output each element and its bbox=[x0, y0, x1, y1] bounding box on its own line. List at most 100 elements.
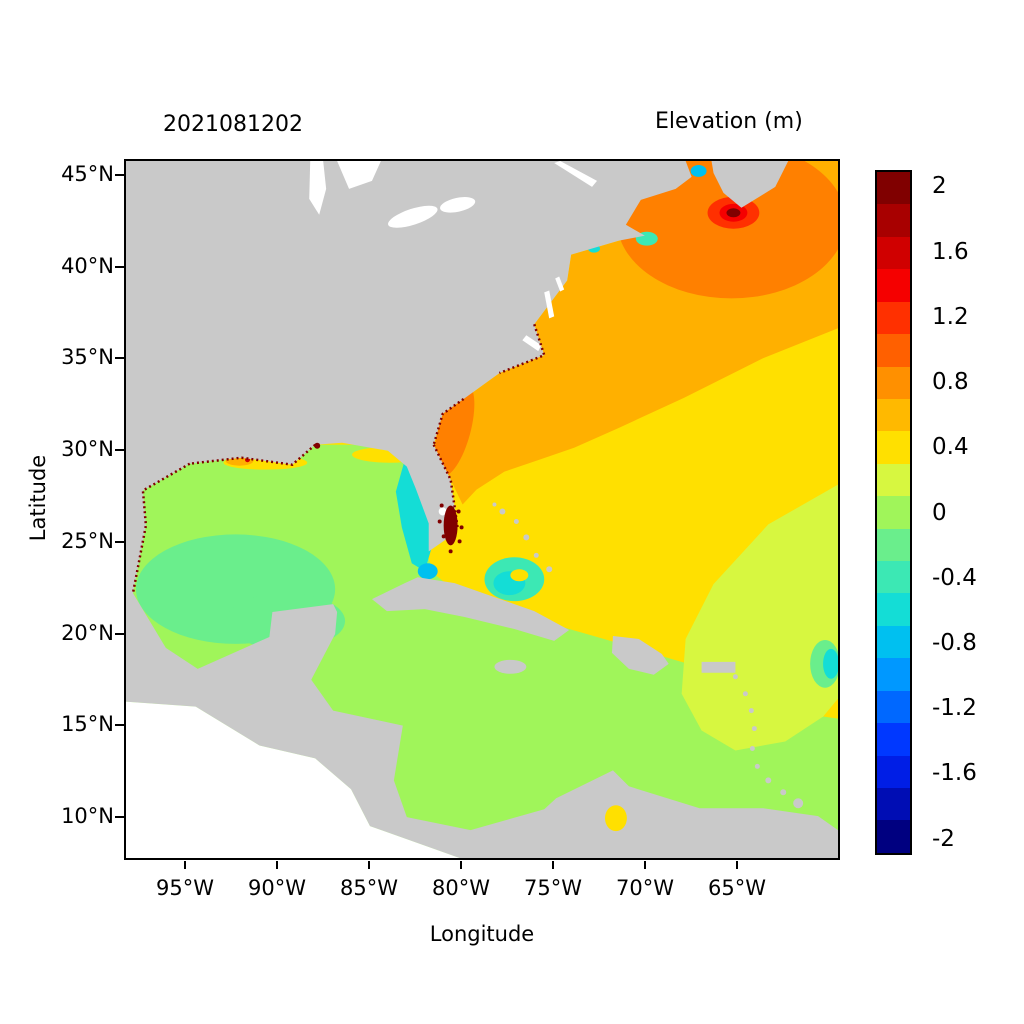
y-axis-tick-mark bbox=[115, 449, 124, 452]
colorbar-cell bbox=[877, 463, 910, 497]
timestamp-title: 2021081202 bbox=[163, 112, 303, 137]
colorbar-cell bbox=[877, 755, 910, 789]
colorbar-cell bbox=[877, 269, 910, 302]
y-axis-tick-label: 30°N bbox=[61, 437, 114, 462]
antilles-cyan-patch bbox=[823, 648, 838, 679]
georgia-coast-deep-orange bbox=[434, 383, 475, 477]
nova-scotia-land bbox=[711, 161, 789, 208]
mainland-americas bbox=[126, 161, 838, 858]
colorbar-tick-label: -1.2 bbox=[932, 695, 977, 722]
colorbar-tick-label: 1.6 bbox=[932, 238, 969, 265]
y-axis-tick-label: 15°N bbox=[61, 712, 114, 737]
lake-huron bbox=[337, 161, 381, 189]
y-axis-tick-label: 35°N bbox=[61, 345, 114, 370]
x-axis-tick-mark bbox=[736, 861, 738, 869]
colorbar-tick-label: -1.6 bbox=[932, 760, 977, 787]
y-axis-tick-label: 25°N bbox=[61, 528, 114, 553]
x-axis-tick-label: 90°W bbox=[248, 876, 306, 900]
colorbar-tick-label: -2 bbox=[932, 825, 955, 852]
colorbar-cell bbox=[877, 366, 910, 399]
colorbar-cell bbox=[877, 496, 910, 529]
y-axis-tick-mark bbox=[115, 265, 124, 268]
southeast-florida-wet-cells bbox=[437, 503, 464, 554]
colorbar-cell bbox=[877, 561, 910, 594]
colorbar bbox=[875, 170, 912, 855]
colorbar-cell bbox=[877, 172, 910, 205]
x-axis-tick-label: 95°W bbox=[156, 876, 214, 900]
x-axis-tick-mark bbox=[552, 861, 554, 869]
colorbar-cell bbox=[877, 204, 910, 237]
bay-of-fundy-cyan-patch bbox=[690, 164, 707, 177]
colorbar-tick-label: 1.2 bbox=[932, 303, 969, 330]
colorbar-cell bbox=[877, 788, 910, 821]
lesser-antilles-islands bbox=[732, 674, 804, 809]
pacific-white-region bbox=[126, 701, 460, 858]
st-lawrence-river bbox=[554, 161, 598, 187]
lake-michigan bbox=[309, 161, 327, 215]
colorbar-cell bbox=[877, 528, 910, 562]
x-axis-tick-label: 85°W bbox=[340, 876, 398, 900]
mobile-bay-speck bbox=[314, 442, 321, 449]
y-axis-tick-label: 40°N bbox=[61, 253, 114, 278]
y-axis-tick-mark bbox=[115, 357, 124, 360]
northeast-deep-orange bbox=[616, 161, 838, 299]
x-axis-tick-label: 65°W bbox=[708, 876, 766, 900]
colorbar-tick-label: 0 bbox=[932, 499, 947, 526]
y-axis-tick-label: 45°N bbox=[61, 162, 114, 186]
bahamas-islands bbox=[492, 502, 553, 573]
x-axis-tick-mark bbox=[368, 861, 370, 869]
land-overlays bbox=[131, 161, 627, 832]
colorbar-title: Elevation (m) bbox=[655, 109, 803, 134]
map-panel bbox=[124, 159, 840, 860]
puerto-rico-land bbox=[701, 661, 736, 673]
florida-keys-blue-patch bbox=[417, 563, 438, 580]
coastal-wet-dry-speckles bbox=[131, 323, 546, 594]
colorbar-cell bbox=[877, 431, 910, 464]
y-axis-tick-mark bbox=[115, 815, 124, 818]
x-axis-label: Longitude bbox=[429, 922, 535, 946]
y-axis-tick-label: 10°N bbox=[61, 803, 114, 828]
colorbar-cell bbox=[877, 625, 910, 659]
y-axis-tick-mark bbox=[115, 540, 124, 543]
great-lakes bbox=[309, 161, 598, 516]
colorbar-cell bbox=[877, 820, 910, 853]
y-axis-tick-mark bbox=[115, 632, 124, 635]
lake-erie bbox=[388, 205, 438, 228]
colorbar-cell bbox=[877, 236, 910, 270]
x-axis-tick-label: 70°W bbox=[616, 876, 674, 900]
lake-maracaibo-yellow bbox=[604, 805, 627, 832]
x-axis-tick-mark bbox=[276, 861, 278, 869]
x-axis-tick-mark bbox=[184, 861, 186, 869]
x-axis-tick-label: 80°W bbox=[432, 876, 490, 900]
lake-okeechobee bbox=[438, 507, 447, 516]
x-axis-tick-mark bbox=[644, 861, 646, 869]
land-mask bbox=[126, 161, 838, 858]
colorbar-cell bbox=[877, 398, 910, 432]
bahamas-eddy-yellow-core bbox=[510, 569, 529, 582]
cuba-land bbox=[371, 577, 570, 641]
map-svg bbox=[126, 161, 838, 858]
jamaica-land bbox=[494, 659, 527, 674]
pamlico-sound bbox=[522, 335, 542, 352]
colorbar-tick-label: 0.8 bbox=[932, 369, 969, 396]
colorbar-tick-label: -0.4 bbox=[932, 564, 977, 591]
west-florida-shelf-cyan bbox=[395, 459, 432, 572]
colorbar-cell bbox=[877, 690, 910, 724]
colorbar-cell bbox=[877, 301, 910, 335]
colorbar-cell bbox=[877, 723, 910, 756]
delaware-bay bbox=[555, 276, 565, 292]
colorbar-cell bbox=[877, 658, 910, 691]
nova-scotia-red-spot-core bbox=[726, 208, 741, 218]
colorbar-cell bbox=[877, 334, 910, 367]
y-axis-tick-label: 20°N bbox=[61, 620, 114, 645]
southeast-yellowgreen-band bbox=[681, 484, 838, 751]
colorbar-tick-label: 0.4 bbox=[932, 434, 969, 461]
x-axis-tick-label: 75°W bbox=[524, 876, 582, 900]
chesapeake-bay bbox=[544, 290, 555, 319]
lake-ontario bbox=[440, 197, 476, 213]
colorbar-tick-label: -0.8 bbox=[932, 629, 977, 656]
colorbar-cell bbox=[877, 593, 910, 626]
y-axis-tick-mark bbox=[115, 174, 124, 176]
y-axis-tick-mark bbox=[115, 724, 124, 727]
